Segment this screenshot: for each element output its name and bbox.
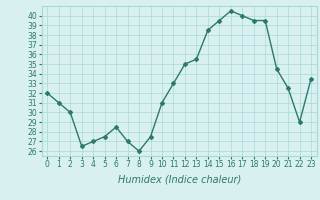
X-axis label: Humidex (Indice chaleur): Humidex (Indice chaleur) [117, 175, 241, 185]
